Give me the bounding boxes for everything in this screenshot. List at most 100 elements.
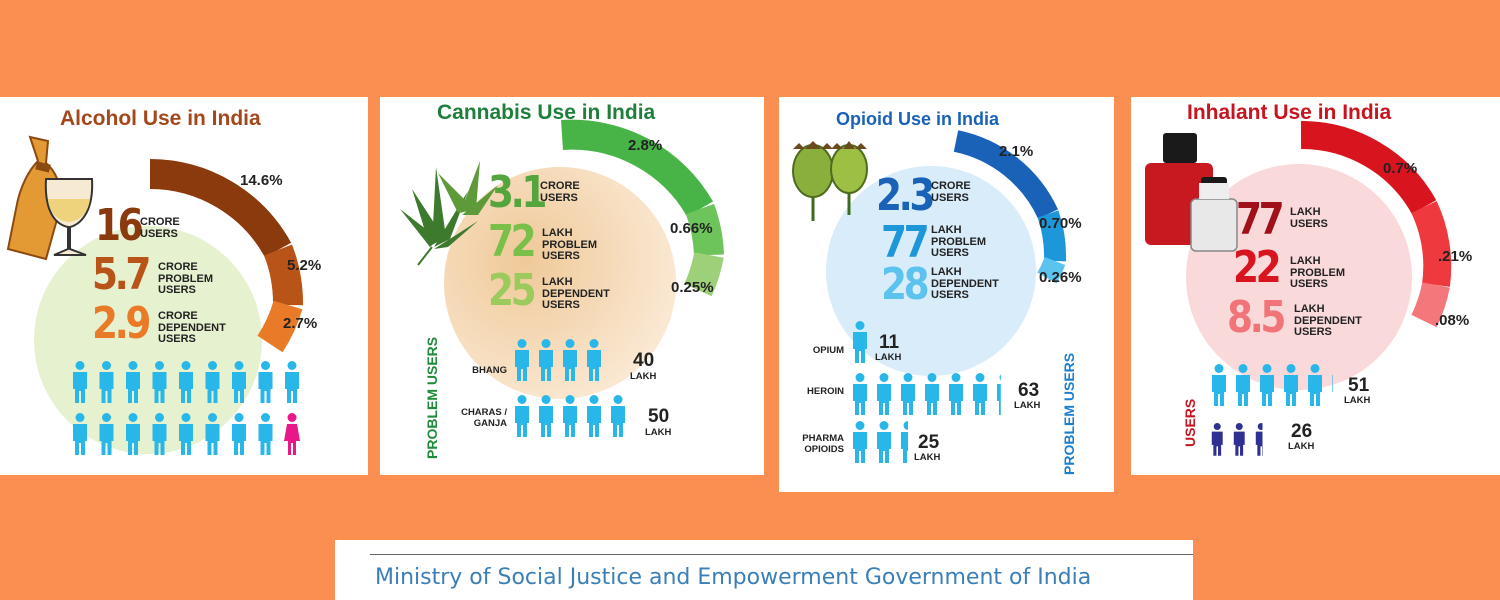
cannabis-charas-icons: [515, 395, 625, 437]
inhalant-users-value: 77: [1236, 194, 1285, 245]
opioid-pharma-icons: [853, 421, 908, 463]
person-icon: [179, 361, 193, 403]
inhalant-panel: Inhalant Use in India 77 LAKH USERS 22 L…: [1131, 97, 1500, 475]
person-icon: [73, 361, 87, 403]
cannabis-dependent-label: LAKH DEPENDENT USERS: [542, 276, 610, 311]
inhalant-arc-problem: [1411, 201, 1452, 287]
person-icon: [126, 361, 140, 403]
cannabis-bhang-unit: LAKH: [630, 371, 657, 382]
opioid-pct-problem: 0.70%: [1039, 215, 1082, 232]
cannabis-users-value: 3.1: [488, 167, 547, 218]
opioid-heroin-value: 63: [1018, 380, 1040, 401]
alcohol-bg-circle: [34, 226, 262, 454]
person-icon: [853, 421, 867, 463]
cannabis-pct-dependent: 0.25%: [671, 279, 714, 296]
alcohol-users-label: CRORE USERS: [140, 216, 180, 240]
partial-person-icon: [1332, 375, 1333, 392]
person-icon: [563, 395, 577, 437]
person-icon: [152, 413, 167, 455]
inhalant-pct-problem: .21%: [1438, 248, 1473, 265]
cannabis-panel: Cannabis Use in India 3.1 CRORE USERS 72…: [380, 97, 764, 475]
person-icon: [515, 395, 529, 437]
inhalant-problem-label: LAKH PROBLEM USERS: [1290, 255, 1345, 290]
opioid-graphics: [792, 130, 1067, 376]
person-icon: [611, 395, 625, 437]
person-icon: [587, 339, 601, 381]
inhalant-child-unit: LAKH: [1288, 441, 1315, 452]
inhalant-side-label: USERS: [1182, 398, 1198, 447]
cannabis-bg-circle: [444, 167, 676, 399]
inhalant-users-label: LAKH USERS: [1290, 206, 1328, 230]
child-person-icon: [1211, 423, 1223, 456]
opioid-pharma-value: 25: [918, 432, 940, 453]
person-icon: [563, 339, 577, 381]
person-icon: [539, 395, 553, 437]
inhalant-arc-users: [1300, 120, 1437, 215]
child-person-icon: [1233, 423, 1245, 456]
partial-person-icon-shape: [901, 421, 908, 463]
wine-glass-icon: [44, 178, 94, 256]
alcohol-dependent-value: 2.9: [92, 298, 151, 349]
partial-person-icon: [901, 421, 908, 463]
inhalant-child-value: 26: [1291, 421, 1313, 442]
person-icon: [258, 361, 273, 403]
person-icon: [179, 413, 193, 455]
opioid-users-value: 2.3: [876, 170, 935, 221]
cannabis-bhang-icons: [515, 339, 601, 381]
alcohol-problem-value: 5.7: [92, 249, 151, 300]
cannabis-title: Cannabis Use in India: [437, 101, 656, 124]
person-icon: [973, 373, 987, 415]
alcohol-graphics: [6, 135, 303, 454]
alcohol-arc-dependent: [257, 300, 303, 353]
opioid-bg-circle: [826, 166, 1036, 376]
person-icon: [99, 361, 114, 403]
cannabis-graphics: [400, 119, 724, 399]
alcohol-title: Alcohol Use in India: [60, 107, 261, 130]
partial-child-person-icon: [1255, 423, 1263, 456]
cannabis-charas-value: 50: [648, 406, 670, 427]
opioid-arc-dependent: [1037, 256, 1066, 284]
person-icon: [877, 421, 891, 463]
opioid-problem-value: 77: [881, 217, 930, 268]
cannabis-arc-users: [561, 119, 714, 217]
opioid-heroin-label: HEROIN: [807, 386, 844, 397]
inhalant-pct-users: 0.7%: [1383, 160, 1418, 177]
person-icon: [99, 413, 114, 455]
opioid-users-label: CRORE USERS: [931, 180, 971, 204]
person-icon: [152, 361, 167, 403]
person-icon: [877, 373, 891, 415]
person-icon: [587, 395, 601, 437]
partial-person-icon-shape: [1332, 375, 1333, 392]
alcohol-arc-problem: [263, 244, 303, 306]
inhalant-graphics: [1145, 120, 1452, 390]
cannabis-users-label: CRORE USERS: [540, 180, 580, 204]
inhalant-child-icons: [1211, 423, 1263, 456]
alcohol-panel: Alcohol Use in India 16 CRORE USERS 5.7 …: [0, 97, 368, 475]
cannabis-leaf-icon: [400, 161, 498, 266]
opioid-opium-label: OPIUM: [812, 345, 844, 356]
footer: Ministry of Social Justice and Empowerme…: [335, 540, 1193, 600]
opioid-pharma-unit: LAKH: [914, 452, 941, 463]
alcohol-pct-users: 14.6%: [240, 172, 283, 189]
cannabis-arc-problem: [685, 203, 724, 256]
footer-rule: [370, 554, 1193, 555]
opioid-arc-users: [953, 130, 1058, 219]
person-icon: [1212, 364, 1226, 406]
cannabis-charas-unit: LAKH: [645, 427, 672, 438]
inhalant-adult-value: 51: [1348, 375, 1370, 396]
person-icon: [853, 321, 867, 363]
poppy-pod-icon: [792, 141, 868, 221]
alcohol-pct-problem: 5.2%: [287, 257, 322, 274]
partial-person-icon-shape: [997, 374, 1001, 415]
person-icon: [1236, 364, 1250, 406]
alcohol-dependent-label: CRORE DEPENDENT USERS: [158, 310, 226, 345]
opioid-title: Opioid Use in India: [836, 109, 1000, 129]
alcohol-users-value: 16: [95, 200, 144, 251]
inhalant-dependent-label: LAKH DEPENDENT USERS: [1294, 303, 1362, 338]
person-icon: [232, 413, 246, 455]
inhalant-dependent-value: 8.5: [1227, 292, 1286, 343]
alcohol-arc-users: [149, 159, 292, 258]
cannabis-problem-label: LAKH PROBLEM USERS: [542, 227, 597, 262]
child-person-icon-shape: [1255, 423, 1263, 456]
cannabis-pct-users: 2.8%: [628, 137, 663, 154]
